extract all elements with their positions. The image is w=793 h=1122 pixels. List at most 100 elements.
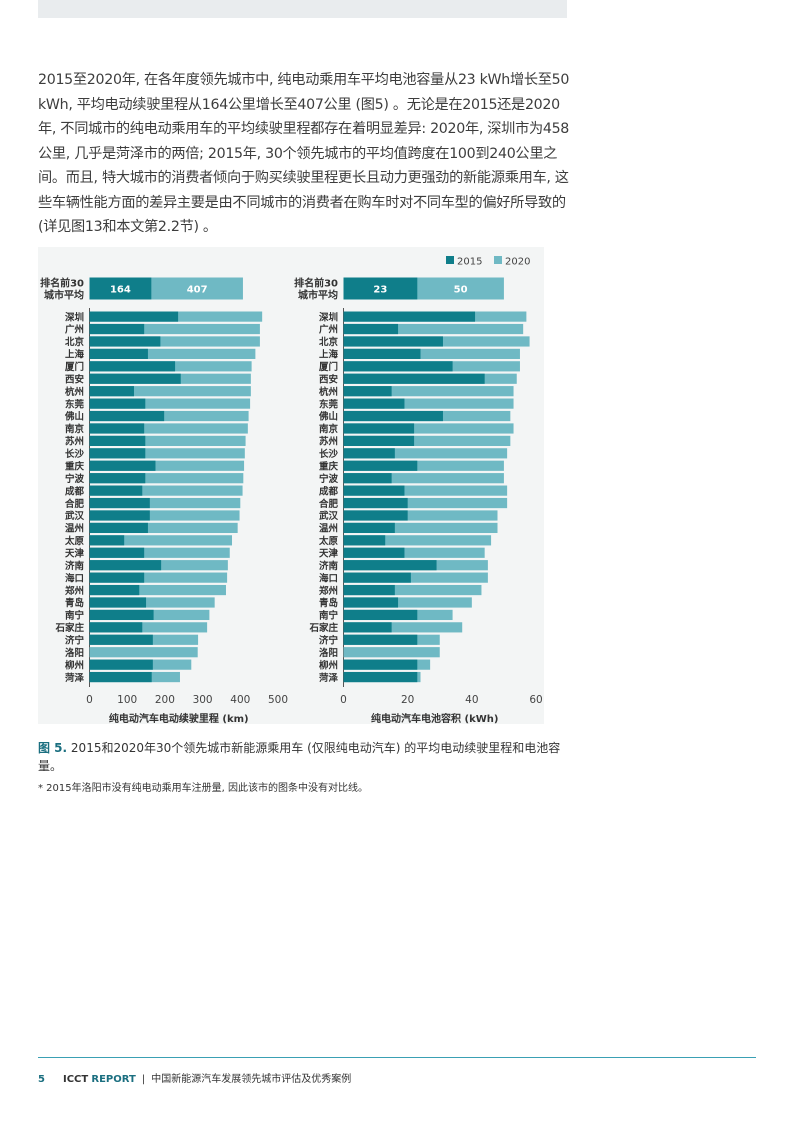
battery-city-label: 厦门	[319, 361, 338, 373]
footer-separator: |	[141, 1074, 146, 1085]
battery-tick-label: 40	[465, 694, 478, 706]
battery-city-label: 南宁	[319, 610, 339, 622]
range-bar-2015	[89, 547, 145, 558]
range-tick-label: 400	[230, 694, 250, 706]
battery-bar-2015	[343, 560, 437, 571]
range-tick-label: 300	[193, 694, 213, 706]
range-summary-value-2015: 164	[110, 285, 131, 296]
battery-bar-2020	[343, 448, 508, 459]
range-city-label: 长沙	[65, 448, 85, 460]
page-number: 5	[38, 1074, 45, 1085]
battery-bar-2015	[343, 634, 418, 645]
battery-bar-2015	[343, 597, 399, 608]
battery-summary-value-2015: 23	[373, 285, 387, 296]
battery-city-label: 上海	[319, 349, 339, 361]
battery-bar-2015	[343, 522, 395, 534]
battery-bar-2020	[343, 398, 514, 409]
range-bar-2020	[89, 584, 226, 596]
battery-bar-2015	[343, 448, 395, 459]
battery-bar-2015	[343, 423, 415, 434]
range-bar-2015	[89, 485, 143, 496]
battery-city-label: 石家庄	[308, 622, 338, 634]
battery-bar-2015	[343, 485, 405, 496]
range-city-label: 青岛	[65, 597, 84, 609]
battery-summary-value-2020: 50	[454, 285, 468, 296]
battery-bar-2020	[343, 497, 508, 509]
battery-bar-2015	[343, 311, 476, 322]
range-bar-2020	[89, 448, 245, 459]
battery-summary-label-line1: 排名前30	[294, 277, 338, 290]
battery-bar-2015	[343, 584, 395, 596]
range-bar-2020	[89, 497, 241, 509]
range-city-label: 武汉	[65, 510, 85, 522]
range-bar-2015	[89, 510, 150, 521]
battery-city-label: 杭州	[319, 386, 338, 398]
battery-bar-2015	[343, 671, 418, 683]
range-bar-2015	[89, 659, 153, 670]
footer-report: REPORT	[91, 1074, 136, 1085]
range-bar-2020	[89, 622, 208, 633]
range-bar-2015	[89, 361, 176, 372]
battery-city-label: 成都	[319, 485, 339, 497]
battery-city-label: 温州	[319, 523, 338, 535]
battery-city-label: 合肥	[319, 498, 339, 510]
battery-city-label: 宁波	[319, 473, 339, 485]
range-city-label: 广州	[65, 324, 84, 336]
range-bar-2015	[89, 522, 148, 534]
battery-bar-2015	[343, 373, 485, 384]
range-city-label: 上海	[65, 349, 85, 361]
range-bar-2015	[89, 423, 145, 434]
range-bar-2020	[89, 485, 243, 496]
range-bar-2020	[89, 348, 256, 359]
battery-tick-label: 0	[340, 694, 347, 706]
battery-bar-2020	[343, 522, 498, 534]
battery-bar-2020	[343, 584, 482, 596]
range-summary-label-line1: 排名前30	[40, 277, 84, 290]
battery-bar-2020	[343, 572, 488, 583]
range-bar-2015	[89, 398, 146, 409]
range-city-label: 南宁	[65, 610, 85, 622]
battery-axis-title: 纯电动汽车电池容积 (kWh)	[371, 712, 498, 725]
battery-bar-2015	[343, 361, 453, 372]
battery-tick-label: 60	[529, 694, 542, 706]
battery-tick-label: 20	[401, 694, 414, 706]
battery-bar-2020	[343, 423, 514, 434]
range-bar-2015	[89, 348, 148, 359]
range-city-label: 厦门	[65, 361, 84, 373]
range-bar-2020	[89, 435, 246, 446]
range-bar-2015	[89, 597, 147, 608]
battery-bar-2015	[343, 323, 399, 335]
battery-city-label: 武汉	[319, 510, 339, 522]
battery-city-label: 东莞	[319, 398, 339, 410]
range-city-label: 济南	[65, 560, 85, 572]
battery-city-label: 济宁	[319, 634, 339, 646]
range-bar-2020	[89, 647, 198, 658]
range-bar-2015	[89, 634, 153, 645]
body-paragraph: 2015至2020年, 在各年度领先城市中, 纯电动乘用车平均电池容量从23 k…	[38, 72, 570, 235]
figure-caption: 图 5. 2015和2020年30个领先城市新能源乘用车 (仅限纯电动汽车) 的…	[38, 739, 568, 775]
battery-bar-2020	[343, 460, 504, 471]
range-tick-label: 200	[155, 694, 175, 706]
battery-city-label: 柳州	[319, 659, 338, 671]
battery-city-label: 广州	[319, 324, 338, 336]
range-bar-2015	[89, 448, 146, 459]
battery-bar-2020	[343, 597, 472, 608]
battery-city-label: 西安	[319, 373, 339, 385]
range-bar-2015	[89, 535, 125, 546]
range-city-label: 苏州	[65, 436, 84, 448]
battery-city-label: 济南	[319, 560, 339, 572]
range-city-label: 深圳	[65, 311, 84, 323]
battery-bar-2020	[343, 547, 485, 558]
battery-bar-2015	[343, 348, 421, 359]
range-city-label: 洛阳	[65, 647, 84, 659]
range-bar-2015	[89, 323, 145, 335]
caption-text: 2015和2020年30个领先城市新能源乘用车 (仅限纯电动汽车) 的平均电动续…	[38, 741, 561, 773]
range-city-label: 重庆	[65, 460, 85, 472]
battery-city-label: 佛山	[318, 411, 338, 423]
range-summary-label-line2: 城市平均	[44, 289, 84, 302]
range-city-label: 杭州	[65, 386, 84, 398]
legend-label-2020: 2020	[505, 257, 530, 268]
battery-bar-2015	[343, 609, 418, 621]
legend-swatch-2015	[446, 256, 454, 264]
battery-city-label: 郑州	[319, 585, 338, 597]
